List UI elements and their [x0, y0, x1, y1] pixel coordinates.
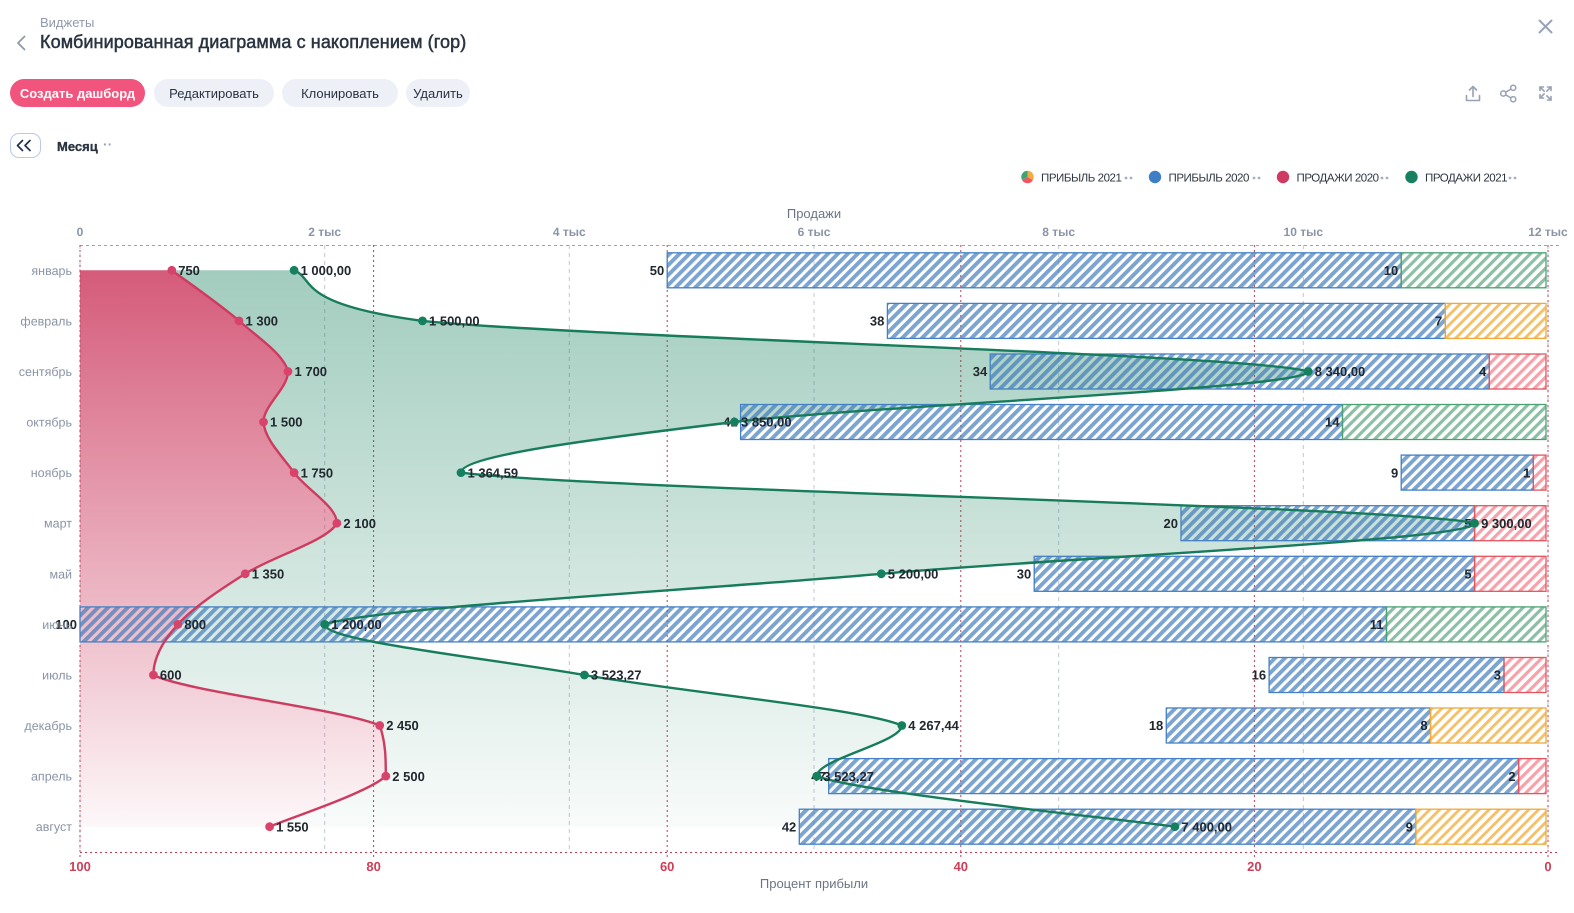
svg-text:0: 0	[77, 225, 84, 239]
svg-text:16: 16	[1252, 668, 1266, 683]
svg-text:1 364,59: 1 364,59	[468, 465, 519, 480]
svg-text:9: 9	[1391, 465, 1398, 480]
svg-text:38: 38	[870, 314, 884, 329]
svg-text:4 267,44: 4 267,44	[908, 718, 959, 733]
svg-text:Процент прибыли: Процент прибыли	[760, 876, 868, 891]
svg-text:4 тыс: 4 тыс	[553, 225, 586, 239]
svg-text:1 750: 1 750	[301, 465, 334, 480]
svg-text:7: 7	[1435, 314, 1442, 329]
svg-text:40: 40	[954, 859, 968, 874]
svg-text:март: март	[44, 517, 72, 531]
svg-text:5 200,00: 5 200,00	[888, 567, 939, 582]
svg-text:5: 5	[1464, 516, 1471, 531]
svg-text:42: 42	[782, 819, 796, 834]
svg-text:8 340,00: 8 340,00	[1315, 364, 1366, 379]
svg-text:60: 60	[660, 859, 674, 874]
svg-text:сентябрь: сентябрь	[19, 365, 72, 379]
svg-text:11: 11	[1370, 617, 1384, 632]
svg-text:10: 10	[1384, 263, 1398, 278]
svg-text:100: 100	[55, 617, 77, 632]
svg-text:8 тыс: 8 тыс	[1042, 225, 1075, 239]
svg-text:34: 34	[973, 364, 988, 379]
svg-text:2 450: 2 450	[386, 718, 419, 733]
svg-text:600: 600	[160, 668, 182, 683]
svg-text:апрель: апрель	[31, 770, 72, 784]
svg-text:9 300,00: 9 300,00	[1481, 516, 1532, 531]
svg-text:ПРОДАЖИ 2021: ПРОДАЖИ 2021	[1425, 173, 1507, 185]
svg-text:ПРИБЫЛЬ 2021: ПРИБЫЛЬ 2021	[1041, 173, 1121, 185]
svg-text:ноябрь: ноябрь	[31, 466, 72, 480]
svg-text:октябрь: октябрь	[26, 416, 72, 430]
svg-text:ПРОДАЖИ 2020: ПРОДАЖИ 2020	[1297, 173, 1379, 185]
svg-text:3 523,27: 3 523,27	[591, 668, 642, 683]
svg-text:50: 50	[650, 263, 664, 278]
svg-text:ПРИБЫЛЬ 2020: ПРИБЫЛЬ 2020	[1169, 173, 1249, 185]
svg-text:80: 80	[366, 859, 380, 874]
svg-text:февраль: февраль	[20, 314, 72, 328]
svg-text:Продажи: Продажи	[787, 206, 841, 221]
svg-text:август: август	[36, 820, 73, 834]
svg-text:2 тыс: 2 тыс	[308, 225, 341, 239]
svg-text:7 400,00: 7 400,00	[1181, 819, 1232, 834]
svg-text:декабрь: декабрь	[24, 719, 72, 733]
svg-text:14: 14	[1325, 415, 1340, 430]
svg-text:1: 1	[1523, 465, 1530, 480]
svg-text:10 тыс: 10 тыс	[1284, 225, 1324, 239]
svg-text:12 тыс: 12 тыс	[1528, 225, 1568, 239]
svg-text:750: 750	[178, 263, 200, 278]
svg-text:3 523,27: 3 523,27	[823, 769, 874, 784]
svg-text:8: 8	[1420, 718, 1427, 733]
svg-text:30: 30	[1017, 567, 1031, 582]
svg-text:1 550: 1 550	[276, 819, 309, 834]
svg-text:1 500: 1 500	[270, 415, 303, 430]
svg-text:1 700: 1 700	[295, 364, 328, 379]
svg-text:1 300: 1 300	[246, 314, 279, 329]
svg-text:2 500: 2 500	[392, 769, 425, 784]
svg-text:5: 5	[1464, 567, 1471, 582]
svg-text:20: 20	[1247, 859, 1261, 874]
svg-text:1 500,00: 1 500,00	[429, 314, 480, 329]
svg-text:20: 20	[1164, 516, 1178, 531]
svg-text:июнь: июнь	[42, 618, 72, 632]
svg-text:1 350: 1 350	[252, 567, 285, 582]
svg-text:июль: июль	[42, 669, 72, 683]
svg-text:9: 9	[1406, 819, 1413, 834]
svg-text:100: 100	[69, 859, 91, 874]
svg-text:4: 4	[1479, 364, 1487, 379]
svg-text:2 100: 2 100	[343, 516, 376, 531]
svg-text:3: 3	[1494, 668, 1501, 683]
svg-text:январь: январь	[31, 264, 72, 278]
svg-text:1 000,00: 1 000,00	[301, 263, 352, 278]
svg-text:2: 2	[1508, 769, 1515, 784]
svg-text:18: 18	[1149, 718, 1163, 733]
svg-text:0: 0	[1544, 859, 1551, 874]
svg-text:1 200,00: 1 200,00	[331, 617, 382, 632]
svg-text:3 850,00: 3 850,00	[741, 415, 792, 430]
svg-text:800: 800	[184, 617, 206, 632]
svg-text:6 тыс: 6 тыс	[798, 225, 831, 239]
svg-text:май: май	[49, 567, 72, 581]
